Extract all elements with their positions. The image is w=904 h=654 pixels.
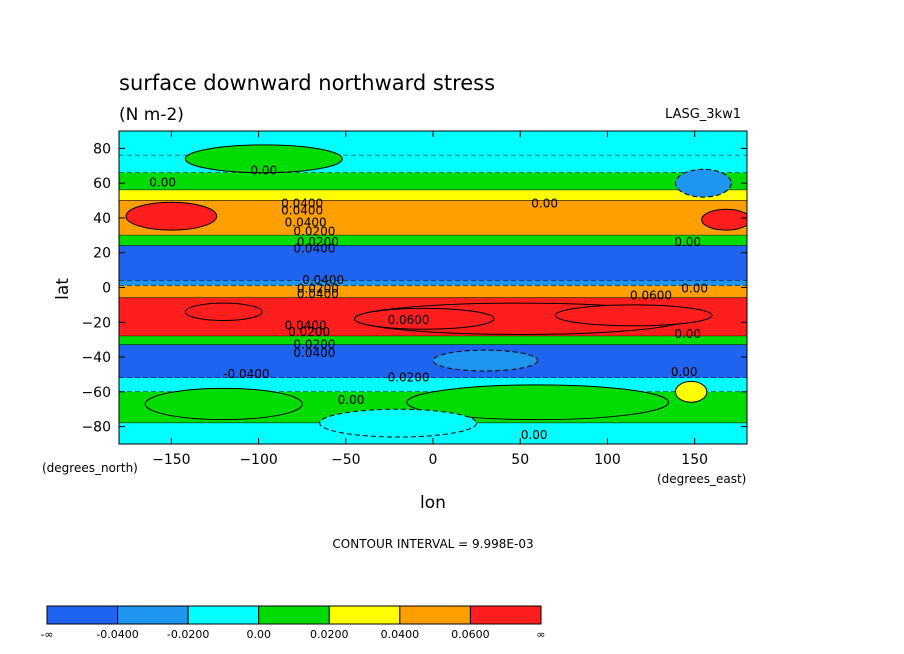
- contour-label: 0.0400: [285, 216, 327, 230]
- colorbar-label: -∞: [40, 628, 53, 641]
- contour-label: 0.0400: [293, 346, 335, 360]
- x-tick-label: −100: [239, 452, 277, 468]
- contour-label: 0.00: [531, 197, 558, 211]
- contour-label: 0.0600: [630, 289, 672, 303]
- colorbar-swatch: [328, 605, 401, 625]
- contour-label: 0.0200: [293, 337, 335, 351]
- y-tick-label: 40: [93, 211, 111, 227]
- contour-interval: CONTOUR INTERVAL = 9.998E-03: [332, 537, 533, 551]
- chart-units: (N m-2): [119, 105, 184, 125]
- contour-band: [119, 285, 747, 298]
- contour-label: -0.0400: [223, 367, 269, 381]
- contour-label: 0.0200: [297, 235, 339, 249]
- contour-band: [119, 280, 747, 286]
- contour-label: 0.00: [674, 235, 701, 249]
- plot-area: [119, 131, 747, 444]
- x-axis-title: lon: [420, 493, 446, 513]
- y-units-label: (degrees_north): [42, 461, 138, 475]
- contour-label: 0.00: [250, 163, 277, 177]
- colorbar-swatch: [117, 605, 189, 625]
- dataset-label: LASG_3kw1: [665, 107, 741, 122]
- x-tick-label: 0: [429, 452, 438, 468]
- y-tick-label: −80: [81, 420, 111, 436]
- contour-label: 0.00: [521, 428, 548, 442]
- x-tick-label: 100: [594, 452, 621, 468]
- contour-label: 0.0600: [388, 313, 430, 327]
- colorbar-label: 0.00: [246, 628, 271, 641]
- contour-band: [119, 336, 747, 345]
- contour-label: 0.00: [681, 282, 708, 296]
- contour-region: [184, 302, 263, 322]
- x-units-label: (degrees_east): [657, 472, 746, 486]
- contour-region: [144, 387, 303, 421]
- y-tick-label: −20: [81, 315, 111, 331]
- contour-region: [319, 408, 478, 438]
- contour-label: 0.0400: [293, 242, 335, 256]
- contour-region: [701, 208, 747, 231]
- y-axis-title: lat: [53, 278, 73, 300]
- y-tick-label: −40: [81, 350, 111, 366]
- contour-region: [125, 201, 218, 231]
- contour-label: 0.0200: [388, 370, 430, 384]
- colorbar-swatch: [469, 605, 542, 625]
- contour-label: 0.0200: [293, 224, 335, 238]
- contour-region: [406, 384, 670, 421]
- chart-title: surface downward northward stress: [119, 71, 495, 95]
- colorbar-swatch: [258, 605, 330, 625]
- contour-region: [432, 349, 539, 372]
- contour-label: 0.00: [149, 176, 176, 190]
- y-tick-label: 80: [93, 141, 111, 157]
- x-tick-label: −50: [331, 452, 361, 468]
- y-tick-label: 60: [93, 176, 111, 192]
- colorbar-label: 0.0200: [310, 628, 349, 641]
- contour-region: [674, 168, 732, 198]
- colorbar-label: 0.0400: [381, 628, 420, 641]
- y-tick-label: 0: [102, 281, 111, 297]
- contour-label: 0.00: [338, 393, 365, 407]
- contour-label: 0.0200: [297, 282, 339, 296]
- contour-band: [119, 172, 747, 191]
- colorbar-label: -0.0400: [96, 628, 138, 641]
- colorbar-swatch: [46, 605, 119, 625]
- contour-band: [119, 200, 747, 236]
- colorbar-label: ∞: [536, 628, 545, 641]
- contour-region: [184, 144, 343, 174]
- colorbar-swatch: [399, 605, 471, 625]
- contour-region: [554, 304, 713, 327]
- contour-label: 0.0400: [281, 197, 323, 211]
- contour-label: 0.00: [671, 365, 698, 379]
- contour-labels: 0.000.000.04000.04000.04000.02000.02000.…: [149, 163, 708, 441]
- y-axis: 80 60 40 20 0 −20 −40 −60 −80: [81, 141, 747, 436]
- contour-band: [119, 245, 747, 281]
- contour-region: [674, 380, 708, 403]
- x-tick-label: 50: [511, 452, 529, 468]
- x-tick-label: 150: [681, 452, 708, 468]
- colorbar-label: 0.0600: [451, 628, 490, 641]
- colorbar-label: -0.0200: [167, 628, 209, 641]
- colorbar: -∞ -0.0400 -0.0200 0.00 0.0200 0.0400 0.0600 ∞: [40, 605, 546, 641]
- contour-label: 0.00: [674, 327, 701, 341]
- y-tick-label: −60: [81, 385, 111, 401]
- contour-band: [119, 190, 747, 201]
- contour-label: 0.0400: [297, 287, 339, 301]
- y-tick-label: 20: [93, 246, 111, 262]
- x-tick-label: −150: [152, 452, 190, 468]
- colorbar-swatch: [187, 605, 260, 625]
- contour-band: [119, 235, 747, 246]
- contour-label: 0.0400: [281, 203, 323, 217]
- contour-label: 0.0200: [288, 325, 330, 339]
- contour-label: 0.0400: [285, 318, 327, 332]
- contour-label: 0.0400: [302, 273, 344, 287]
- contour-region: [354, 307, 495, 330]
- x-axis: −150 −100 −50 0 50 100 150: [152, 131, 708, 468]
